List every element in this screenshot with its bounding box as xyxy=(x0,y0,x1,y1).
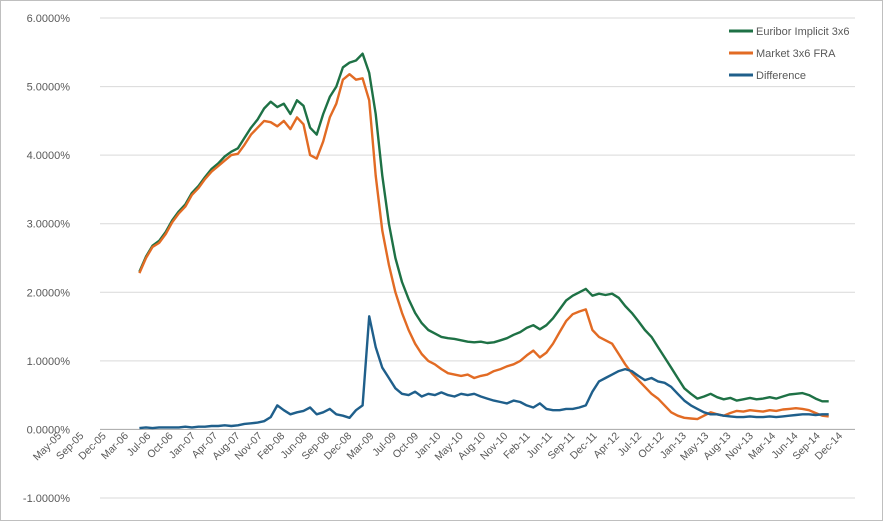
series-line-0 xyxy=(138,52,829,403)
y-axis-ticks: 6.0000% 5.0000% 4.0000% 3.0000% 2.0000% 1.000… xyxy=(23,13,70,505)
x-axis-ticks: May-05Sep-05Dec-05Mar-06Jul-06Oct-06Jan-… xyxy=(31,430,845,463)
y-tick-label: 0.0000% xyxy=(27,424,71,436)
legend-label: Euribor Implicit 3x6 xyxy=(756,26,850,38)
series-line-2 xyxy=(139,315,829,430)
gridlines xyxy=(100,17,855,499)
legend-label: Market 3x6 FRA xyxy=(756,48,836,60)
x-tick-label: Apr-12 xyxy=(591,430,622,461)
y-tick-label: -1.0000% xyxy=(23,493,70,505)
y-tick-label: 2.0000% xyxy=(27,287,71,299)
y-tick-label: 5.0000% xyxy=(27,82,71,94)
series-line-1 xyxy=(138,73,829,421)
y-tick-label: 3.0000% xyxy=(27,219,71,231)
series-lines xyxy=(138,52,829,430)
y-tick-label: 1.0000% xyxy=(27,356,71,368)
legend: Euribor Implicit 3x6 Market 3x6 FRA Differ… xyxy=(729,26,850,82)
legend-label: Difference xyxy=(756,70,806,82)
y-tick-label: 6.0000% xyxy=(27,13,71,25)
y-tick-label: 4.0000% xyxy=(27,150,71,162)
